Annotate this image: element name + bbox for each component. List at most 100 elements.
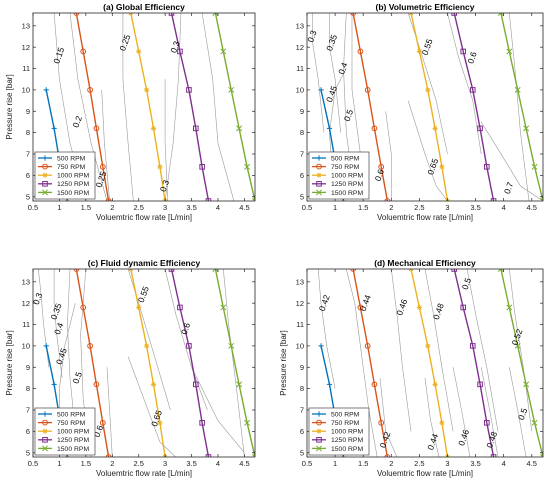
contour-line <box>223 269 245 457</box>
contour-line <box>407 100 448 201</box>
x-tick-label: 3 <box>445 203 449 212</box>
contour-label: 0.6 <box>179 321 193 336</box>
legend-entry: 1250 RPM <box>331 437 363 444</box>
contour-label: 0.3 <box>31 291 45 306</box>
contour-label: 0.3 <box>168 39 182 54</box>
series-marker <box>87 87 93 93</box>
x-tick-label: 1.5 <box>81 459 91 468</box>
contour-line <box>312 13 325 133</box>
x-tick-label: 1 <box>57 459 61 468</box>
y-tick-label: 11 <box>22 320 30 329</box>
legend-entry: 500 RPM <box>57 411 86 418</box>
y-tick-label: 11 <box>296 320 304 329</box>
series-group <box>318 269 543 457</box>
series-marker <box>371 125 378 132</box>
series-line-1250-rpm <box>453 269 495 457</box>
contour-label: 0.4 <box>336 61 350 76</box>
contour-label: 0.3 <box>158 178 172 193</box>
series-marker <box>136 304 142 311</box>
series-marker <box>99 163 106 170</box>
contour-line <box>127 356 176 457</box>
series-line-1500-rpm <box>214 13 255 201</box>
y-tick-label: 5 <box>26 448 30 457</box>
series-marker <box>93 381 100 388</box>
y-tick-label: 9 <box>300 363 304 372</box>
series-marker <box>244 163 251 170</box>
series-marker <box>212 13 219 16</box>
contour-line <box>317 269 336 389</box>
legend-marker <box>42 181 48 187</box>
series-marker <box>318 87 324 93</box>
series-line-1500-rpm <box>214 269 255 457</box>
series-marker <box>469 343 476 349</box>
series-marker <box>326 381 333 387</box>
chart-title: (d) Mechanical Efficiency <box>374 258 476 268</box>
y-tick-label: 12 <box>22 299 30 308</box>
series-marker <box>99 419 106 426</box>
contour-line <box>385 111 392 201</box>
x-tick-label: 3.5 <box>470 203 480 212</box>
contour-line <box>379 377 398 457</box>
x-tick-label: 0.5 <box>28 459 38 468</box>
y-tick-label: 7 <box>26 406 30 415</box>
series-marker <box>384 454 391 457</box>
y-axis-label: Pressure rise [bar] <box>5 74 14 139</box>
x-axis-label: Voluemtric flow rate [L/min] <box>96 469 192 478</box>
series-marker <box>199 420 205 426</box>
series-line-1250-rpm <box>170 269 210 457</box>
series-marker <box>87 343 93 349</box>
contour-line <box>480 367 499 457</box>
y-tick-label: 12 <box>22 43 30 52</box>
legend-entry: 750 RPM <box>331 420 360 427</box>
series-marker <box>150 381 157 387</box>
series-line-1000-rpm <box>130 13 166 201</box>
x-tick-label: 2 <box>110 459 114 468</box>
series-marker <box>460 304 467 311</box>
x-tick-label: 1 <box>333 203 337 212</box>
series-group <box>43 13 255 201</box>
contour-line <box>101 89 110 201</box>
y-tick-label: 8 <box>300 384 304 393</box>
series-marker <box>51 125 57 131</box>
series-line-750-rpm <box>75 269 110 457</box>
y-tick-label: 12 <box>296 43 304 52</box>
series-line-1500-rpm <box>500 13 543 201</box>
x-axis-label: Voluemtric flow rate [L/min] <box>96 213 192 222</box>
x-axis-label: Voluemtric flow rate [L/min] <box>377 469 473 478</box>
legend-marker <box>42 172 48 178</box>
series-marker <box>168 13 175 16</box>
series-marker <box>484 164 490 170</box>
x-tick-label: 3 <box>445 459 449 468</box>
legend-entry: 500 RPM <box>331 155 360 162</box>
series-marker <box>80 304 87 311</box>
series-line-750-rpm <box>352 13 389 201</box>
x-tick-label: 4 <box>216 203 220 212</box>
x-tick-label: 2.5 <box>414 203 424 212</box>
x-tick-label: 2 <box>110 203 114 212</box>
contour-group <box>317 269 533 457</box>
contour-line <box>164 13 182 201</box>
series-marker <box>460 48 467 55</box>
contour-line <box>480 121 543 201</box>
series-marker <box>228 342 235 349</box>
series-marker <box>193 125 199 132</box>
contour-line <box>67 269 76 432</box>
series-marker <box>490 454 497 457</box>
series-marker <box>425 343 431 349</box>
series-marker <box>484 420 490 426</box>
x-tick-label: 1 <box>333 459 337 468</box>
y-tick-label: 10 <box>22 342 30 351</box>
series-marker <box>514 86 521 93</box>
series-marker <box>43 87 49 93</box>
series-line-1250-rpm <box>170 13 210 201</box>
y-axis-label: Pressure rise [bar] <box>279 330 288 395</box>
y-tick-label: 5 <box>300 448 304 457</box>
legend-marker <box>42 189 48 196</box>
contour-line <box>424 269 454 432</box>
series-marker <box>439 420 445 426</box>
series-marker <box>357 48 364 55</box>
plot-frame <box>32 12 256 202</box>
legend-entry: 1500 RPM <box>331 190 363 197</box>
